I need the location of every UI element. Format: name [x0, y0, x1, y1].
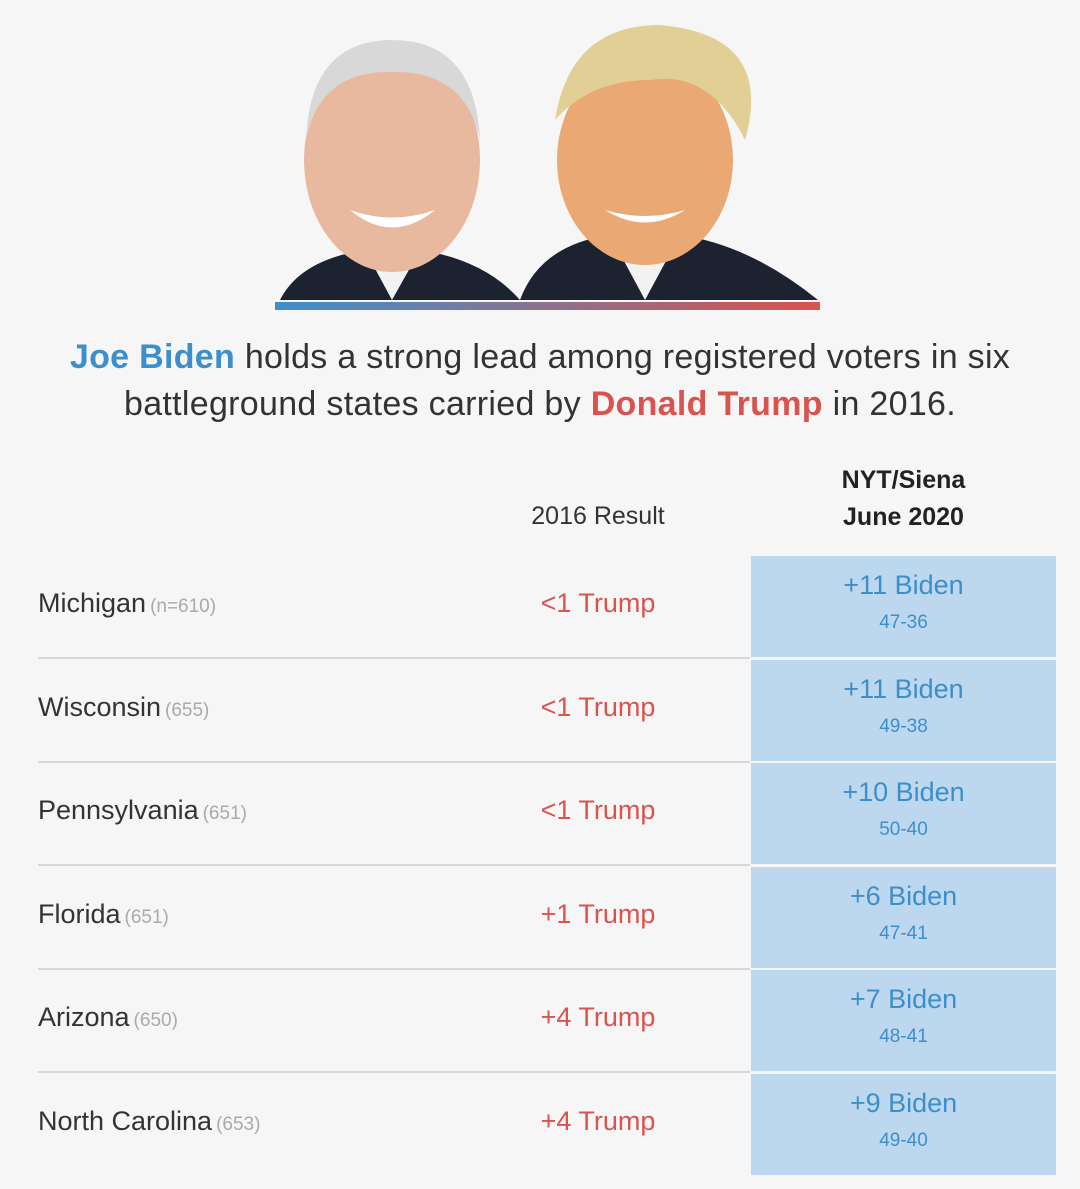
headline-text: in 2016. — [832, 385, 956, 423]
table-row: Wisconsin (655) <1 Trump +11 Biden 49-38 — [38, 659, 1056, 763]
column-header: 2016 Result — [531, 502, 665, 530]
poll-detail: 47-41 — [879, 922, 928, 944]
state-name: Pennsylvania — [38, 795, 199, 826]
row-divider — [38, 760, 750, 763]
state-cell: Michigan (n=610) — [38, 588, 216, 619]
table-row: Florida (651) +1 Trump +6 Biden 47-41 — [38, 866, 1056, 970]
state-name: Wisconsin — [38, 691, 162, 722]
state-cell: Wisconsin (655) — [38, 692, 209, 723]
poll-margin: +9 Biden — [849, 1088, 958, 1118]
state-cell: Arizona (650) — [38, 1002, 178, 1033]
result-2016: +4 Trump — [540, 1002, 656, 1033]
row-divider — [38, 864, 750, 867]
headline: Joe Biden holds a strong lead among regi… — [30, 334, 1050, 428]
result-2016: <1 Trump — [540, 691, 656, 722]
poll-detail: 49-38 — [879, 715, 928, 737]
poll-margin: +10 Biden — [842, 777, 965, 808]
state-cell: Florida (651) — [38, 899, 169, 930]
column-header: NYT/Siena June 2020 — [751, 462, 1056, 536]
table-row: North Carolina (653) +4 Trump +9 Biden 49-40 — [38, 1074, 1056, 1177]
poll-cell — [751, 1074, 1056, 1175]
result-2016: <1 Trump — [540, 588, 656, 618]
poll-cell — [751, 659, 1056, 761]
poll-detail: 48-41 — [879, 1026, 928, 1048]
sample-size: (655) — [165, 699, 210, 721]
row-divider — [38, 1071, 750, 1074]
result-2016: +4 Trump — [540, 1106, 656, 1136]
result-2016: <1 Trump — [540, 795, 656, 826]
table-row: Michigan (n=610) <1 Trump +11 Biden 47-36 — [38, 556, 1056, 659]
trump-portrait — [520, 25, 818, 300]
sample-size: (650) — [133, 1010, 178, 1032]
state-name: Arizona — [38, 1002, 130, 1033]
poll-detail: 47-36 — [879, 612, 928, 633]
sample-size: (n=610) — [150, 596, 217, 617]
row-divider — [38, 657, 750, 659]
table-row: Pennsylvania (651) <1 Trump +10 Biden 50-40 — [38, 763, 1056, 867]
row-divider — [38, 967, 750, 970]
column-header-line: June 2020 — [843, 503, 964, 531]
sample-size: (653) — [216, 1114, 261, 1135]
poll-margin: +6 Biden — [849, 880, 958, 911]
poll-cell — [751, 556, 1056, 657]
table-row: Arizona (650) +4 Trump +7 Biden 48-41 — [38, 970, 1056, 1074]
column-header-line: NYT/Siena — [841, 466, 966, 494]
poll-cell — [751, 970, 1056, 1072]
state-name: Florida — [38, 898, 121, 929]
poll-margin: +7 Biden — [849, 984, 958, 1015]
poll-cell — [751, 763, 1056, 865]
result-2016: +1 Trump — [540, 898, 656, 929]
state-name: North Carolina — [38, 1106, 213, 1136]
biden-name: Joe Biden — [69, 338, 236, 376]
sample-size: (651) — [124, 906, 169, 928]
poll-margin: +11 Biden — [843, 570, 964, 600]
trump-name: Donald Trump — [590, 385, 823, 423]
state-cell: Pennsylvania (651) — [38, 795, 247, 826]
state-cell: North Carolina (653) — [38, 1106, 260, 1137]
poll-cell — [751, 866, 1056, 968]
headline-text: holds a strong lead among registered vot… — [124, 338, 1011, 423]
sample-size: (651) — [202, 803, 247, 825]
poll-detail: 49-40 — [879, 1130, 928, 1151]
portraits — [275, 25, 820, 310]
state-name: Michigan — [38, 588, 147, 618]
gradient-bar — [275, 302, 820, 310]
poll-margin: +11 Biden — [843, 673, 964, 704]
biden-portrait — [280, 40, 520, 300]
poll-detail: 50-40 — [879, 819, 928, 841]
